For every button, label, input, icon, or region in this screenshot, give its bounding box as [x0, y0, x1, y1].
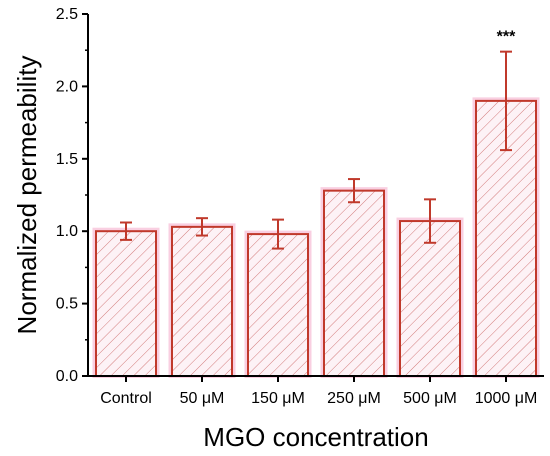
axes-layer	[82, 13, 544, 382]
y-tick-label-3: 1.5	[56, 151, 78, 168]
labels-layer: 0.0 0.5 1.0 1.5 2.0 2.5 Control 50 μM 150 μM 250 …	[12, 6, 537, 452]
x-tick-label-2: 150 μM	[251, 390, 305, 407]
error-bar-1	[196, 217, 208, 237]
error-bar-0	[120, 221, 132, 241]
bar-3	[323, 189, 385, 377]
bar-4	[399, 220, 461, 377]
bar-0	[95, 230, 157, 377]
y-tick-label-2: 1.0	[56, 223, 78, 240]
error-bar-5	[500, 50, 512, 152]
bar-1	[171, 225, 233, 377]
error-bar-4	[424, 198, 436, 244]
error-bars-layer	[120, 50, 512, 250]
x-tick-label-4: 500 μM	[403, 390, 457, 407]
x-tick-label-1: 50 μM	[180, 390, 225, 407]
significance-annotation-0: ***	[497, 29, 516, 46]
error-bar-2	[272, 218, 284, 250]
y-tick-label-0: 0.0	[56, 368, 78, 385]
bars-layer	[92, 97, 540, 378]
y-axis-title: Normalized permeability	[12, 56, 42, 335]
x-tick-label-5: 1000 μM	[475, 390, 538, 407]
x-axis-title: MGO concentration	[203, 422, 428, 452]
y-tick-label-5: 2.5	[56, 6, 78, 23]
x-tick-label-3: 250 μM	[327, 390, 381, 407]
x-tick-label-0: Control	[100, 390, 152, 407]
y-tick-label-4: 2.0	[56, 78, 78, 95]
bar-2	[247, 233, 309, 377]
error-bar-3	[348, 178, 360, 204]
y-tick-label-1: 0.5	[56, 296, 78, 313]
